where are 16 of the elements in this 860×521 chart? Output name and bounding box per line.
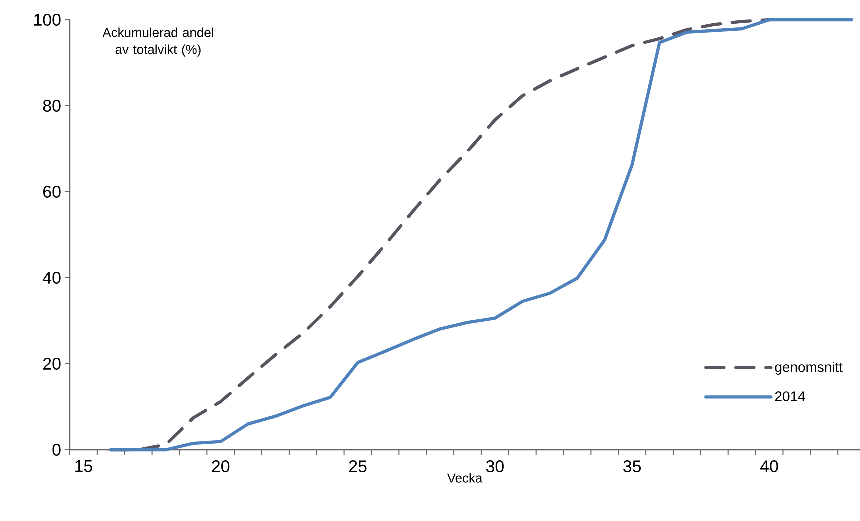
- y-tick-label: 20: [44, 358, 61, 370]
- x-axis-title: Vecka: [447, 473, 483, 483]
- y-tick-label: 100: [34, 14, 61, 26]
- x-tick-label: 20: [212, 460, 230, 473]
- legend-label: genomsnitt: [775, 362, 843, 375]
- legend-label: 2014: [775, 392, 806, 402]
- y-tick-label: 80: [43, 100, 61, 112]
- y-tick-label: 40: [43, 272, 61, 284]
- x-tick-label: 40: [760, 460, 778, 473]
- x-tick-label: 35: [624, 460, 642, 473]
- x-tick-label: 30: [486, 460, 504, 473]
- x-tick-label: 15: [76, 460, 92, 472]
- x-tick-label: 25: [349, 460, 367, 473]
- y-tick-label: 60: [44, 186, 61, 198]
- y-axis-title: Ackumulerad andel av totalvikt (%): [102, 28, 214, 57]
- y-tick-label: 0: [52, 444, 61, 456]
